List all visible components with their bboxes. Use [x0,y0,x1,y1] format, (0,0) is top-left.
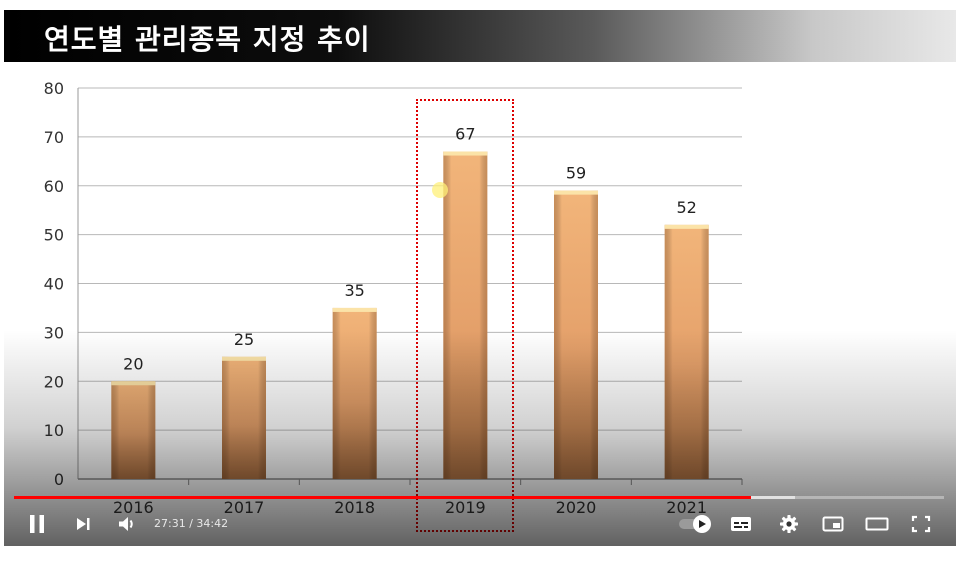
bar-cap-2020 [554,190,598,195]
volume-icon [119,517,133,531]
time-display: 27:31 / 34:42 [154,517,229,530]
y-tick-label: 70 [44,128,64,147]
y-tick-label: 20 [44,372,64,391]
bar-shade-2016 [111,381,156,479]
bar-shade-2018 [332,307,377,479]
highlight-box-2019 [416,99,515,532]
next-icon [77,518,90,530]
bar-shade-2021 [664,224,709,479]
bar-cap-2018 [332,307,377,312]
next-button[interactable] [70,506,96,542]
volume-button[interactable] [114,506,140,542]
pause-button[interactable] [24,506,50,542]
bar-cap-2016 [111,381,156,386]
data-label-2021: 52 [676,198,696,217]
miniplayer-icon [822,516,844,532]
settings-button[interactable] [776,506,802,542]
bar-shade-2017 [222,356,266,479]
bar-shade-2020 [554,190,598,479]
player-controls: 27:31 / 34:42 [4,506,956,542]
y-tick-label: 60 [44,177,64,196]
fullscreen-icon [911,515,931,533]
data-label-2019: 67 [455,125,475,144]
data-label-2018: 35 [344,281,364,300]
y-tick-label: 50 [44,226,64,245]
data-label-2020: 59 [566,164,586,183]
pause-icon [30,515,44,533]
subtitles-icon [731,517,751,531]
data-label-2016: 20 [123,354,143,373]
y-tick-label: 0 [54,470,64,489]
autoplay-toggle-icon [679,515,711,533]
data-label-2017: 25 [234,330,254,349]
autoplay-toggle[interactable] [676,506,716,542]
y-tick-label: 30 [44,323,64,342]
y-tick-label: 10 [44,421,64,440]
bar-cap-2021 [664,224,709,229]
slide-title-bar: 연도별 관리종목 지정 추이 [4,10,956,62]
settings-gear-icon [780,515,798,533]
y-tick-label: 40 [44,275,64,294]
y-tick-label: 80 [44,79,64,98]
slide-title: 연도별 관리종목 지정 추이 [44,23,371,56]
subtitles-button[interactable] [728,506,754,542]
theater-mode-icon [865,517,889,531]
progress-played [14,496,752,499]
fullscreen-button[interactable] [908,506,934,542]
bar-cap-2019 [443,151,488,156]
miniplayer-button[interactable] [820,506,846,542]
bar-cap-2017 [222,356,266,361]
cursor-highlight-dot [432,182,448,198]
progress-bar[interactable] [14,496,944,499]
theater-mode-button[interactable] [864,506,890,542]
